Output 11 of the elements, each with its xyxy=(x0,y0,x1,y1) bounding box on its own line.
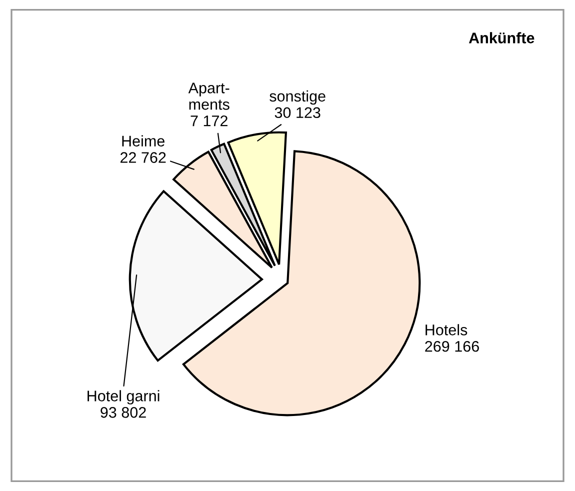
data-label: 7 172 xyxy=(190,115,228,126)
data-label: 22 762 xyxy=(120,152,166,163)
chart-title: Ankünfte xyxy=(468,32,534,44)
slice-label: Hotels xyxy=(426,324,468,336)
data-label: 93 802 xyxy=(100,407,146,418)
slice-label: Apart- ments xyxy=(188,82,230,110)
slice-label: Hotel garni xyxy=(88,390,160,404)
data-label: 269 166 xyxy=(425,340,479,352)
slice-label: Heime xyxy=(122,135,164,146)
data-label: 30 123 xyxy=(274,107,320,118)
slice-label: sonstige xyxy=(270,90,326,105)
